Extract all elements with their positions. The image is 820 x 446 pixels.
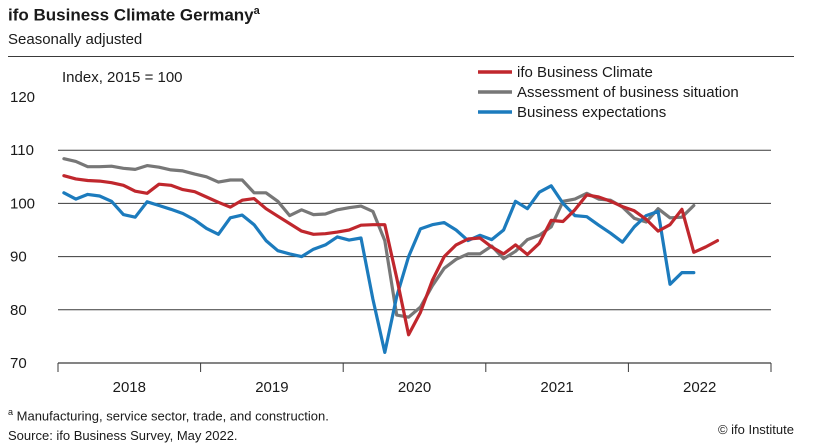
series-line-ifo-business-climate	[62, 174, 720, 337]
series-line-business-expectations	[62, 184, 696, 354]
series-lines	[62, 157, 720, 354]
legend-label: ifo Business Climate	[517, 64, 653, 81]
y-tick-label: 100	[10, 195, 35, 212]
title-footnote-mark: a	[253, 5, 260, 17]
footnote-line: a Manufacturing, service sector, trade, …	[8, 402, 329, 426]
x-tick-label: 2022	[683, 379, 716, 396]
footnote-mark: a	[8, 407, 14, 417]
x-axis: 2018 2019 2020 2021 2022	[57, 362, 772, 396]
y-tick-label: 80	[10, 302, 27, 319]
y-tick-label: 120	[10, 89, 35, 106]
y-tick-label: 70	[10, 355, 27, 372]
chart-title-text: ifo Business Climate Germany	[8, 5, 254, 25]
y-axis-tick-labels: 70 80 90 100 110 120	[10, 89, 35, 372]
footnotes: a Manufacturing, service sector, trade, …	[8, 402, 329, 446]
x-tick-label: 2021	[540, 379, 573, 396]
grid-lines	[58, 149, 771, 311]
legend-label: Assessment of business situation	[517, 84, 739, 101]
legend-label: Business expectations	[517, 104, 666, 121]
legend: ifo Business Climate Assessment of busine…	[478, 64, 739, 121]
y-tick-label: 110	[10, 142, 34, 159]
footnote-text: Manufacturing, service sector, trade, an…	[16, 408, 329, 424]
y-tick-label: 90	[10, 249, 27, 266]
chart-title: ifo Business Climate Germanya	[8, 5, 260, 26]
copyright: © ifo Institute	[717, 422, 794, 437]
series-line-assessment-of-business-situation	[62, 157, 696, 319]
chart-subtitle: Seasonally adjusted	[8, 31, 143, 48]
x-tick-label: 2018	[113, 379, 146, 396]
source-line: Source: ifo Business Survey, May 2022.	[8, 428, 238, 444]
x-tick-label: 2019	[255, 379, 288, 396]
index-note: Index, 2015 = 100	[62, 69, 183, 86]
x-tick-label: 2020	[398, 379, 431, 396]
header-rule	[8, 56, 794, 57]
